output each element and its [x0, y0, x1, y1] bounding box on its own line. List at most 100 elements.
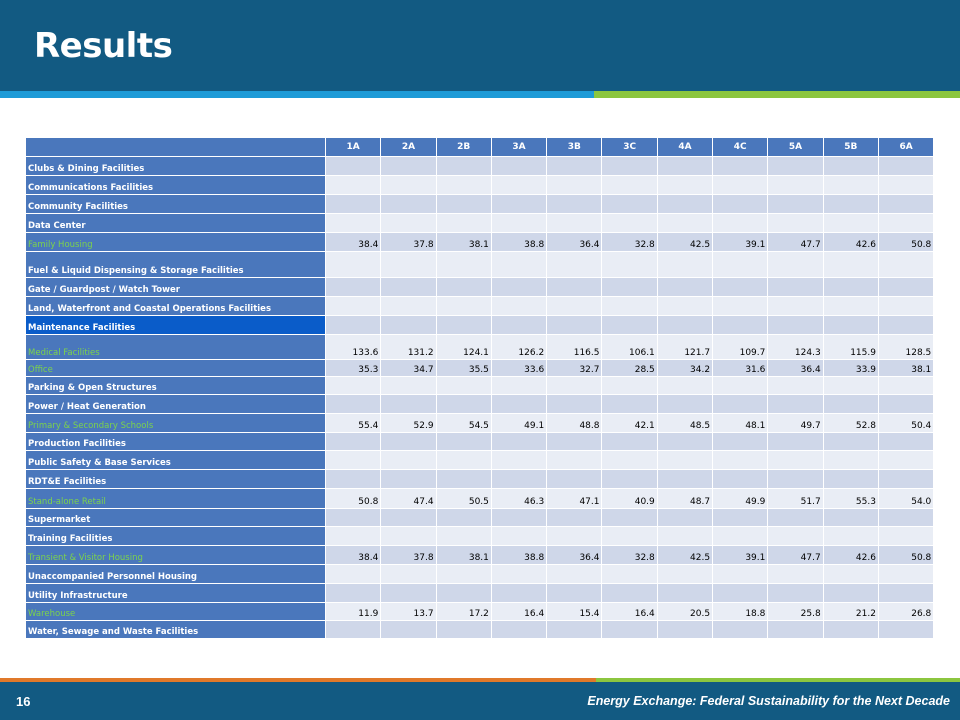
- table-cell: [324, 469, 382, 489]
- table-cell: [324, 175, 382, 195]
- table-row: Fuel & Liquid Dispensing & Storage Facil…: [25, 251, 935, 278]
- column-header: 3A: [490, 137, 548, 157]
- row-label: Clubs & Dining Facilities: [25, 156, 326, 176]
- table-cell: [380, 251, 437, 278]
- table-cell: 11.9: [324, 602, 382, 621]
- row-label: Medical Facilities: [25, 334, 326, 360]
- table-cell: [656, 469, 714, 489]
- table-cell: [877, 213, 935, 233]
- table-corner-cell: [25, 137, 326, 157]
- table-cell: [490, 469, 548, 489]
- table-cell: [767, 315, 824, 335]
- table-cell: [601, 508, 658, 527]
- table-cell: [324, 296, 382, 316]
- table-row: Parking & Open Structures: [25, 376, 935, 395]
- table-cell: [324, 620, 382, 639]
- table-cell: [324, 450, 382, 470]
- table-cell: [767, 432, 824, 451]
- table-cell: [601, 450, 658, 470]
- row-label: Utility Infrastructure: [25, 583, 326, 603]
- row-label: Unaccompanied Personnel Housing: [25, 564, 326, 584]
- table-cell: [877, 251, 935, 278]
- table-cell: [435, 194, 492, 214]
- table-cell: [435, 469, 492, 489]
- table-cell: [490, 432, 548, 451]
- table-row: Office 35.3 34.7 35.5 33.6 32.7 28.5 34.2 31.6 36…: [25, 359, 935, 377]
- table-cell: [877, 394, 935, 414]
- table-cell: 38.4: [324, 545, 382, 565]
- table-cell: [546, 526, 603, 546]
- column-header: 1A: [324, 137, 382, 157]
- table-cell: [435, 526, 492, 546]
- table-cell: 133.6: [324, 334, 382, 360]
- table-cell: [490, 175, 548, 195]
- table-cell: [877, 469, 935, 489]
- table-cell: 32.8: [601, 545, 658, 565]
- table-cell: [435, 296, 492, 316]
- table-cell: 48.5: [656, 413, 714, 433]
- table-cell: [490, 508, 548, 527]
- table-cell: 50.8: [324, 488, 382, 509]
- table-cell: 47.7: [767, 232, 824, 252]
- table-cell: [324, 394, 382, 414]
- table-cell: [601, 175, 658, 195]
- table-cell: 50.8: [877, 232, 935, 252]
- table-cell: [435, 583, 492, 603]
- table-cell: [822, 620, 879, 639]
- table-cell: [712, 450, 769, 470]
- table-cell: [877, 194, 935, 214]
- table-cell: [435, 508, 492, 527]
- table-row: Gate / Guardpost / Watch Tower: [25, 277, 935, 297]
- table-cell: [822, 432, 879, 451]
- table-cell: [490, 376, 548, 395]
- table-cell: [822, 564, 879, 584]
- table-cell: 49.9: [712, 488, 769, 509]
- table-cell: 50.5: [435, 488, 492, 509]
- table-cell: 35.5: [435, 359, 492, 377]
- table-cell: [877, 296, 935, 316]
- table-cell: [380, 450, 437, 470]
- table-cell: [822, 156, 879, 176]
- table-cell: 42.6: [822, 232, 879, 252]
- table-row: Medical Facilities 133.6 131.2 124.1 126.2 11…: [25, 334, 935, 360]
- row-label: Training Facilities: [25, 526, 326, 546]
- table-cell: [712, 194, 769, 214]
- table-cell: 16.4: [490, 602, 548, 621]
- table-cell: [380, 175, 437, 195]
- table-cell: [546, 315, 603, 335]
- table-cell: [877, 564, 935, 584]
- table-cell: [380, 156, 437, 176]
- table-cell: [656, 620, 714, 639]
- table-cell: 37.8: [380, 232, 437, 252]
- table-cell: [767, 394, 824, 414]
- table-cell: [601, 315, 658, 335]
- row-label: Public Safety & Base Services: [25, 450, 326, 470]
- table-cell: [712, 175, 769, 195]
- table-cell: [877, 450, 935, 470]
- table-cell: [380, 564, 437, 584]
- table-cell: [601, 156, 658, 176]
- table-cell: [712, 508, 769, 527]
- table-cell: 124.1: [435, 334, 492, 360]
- table-cell: [435, 277, 492, 297]
- table-cell: 116.5: [546, 334, 603, 360]
- table-cell: [712, 376, 769, 395]
- table-cell: [822, 450, 879, 470]
- column-header: 5A: [767, 137, 824, 157]
- row-label: Parking & Open Structures: [25, 376, 326, 395]
- column-header: 5B: [822, 137, 879, 157]
- column-header: 3B: [546, 137, 603, 157]
- table-cell: [877, 156, 935, 176]
- table-cell: [712, 394, 769, 414]
- table-row: Communications Facilities: [25, 175, 935, 195]
- table-cell: [656, 564, 714, 584]
- table-cell: [380, 296, 437, 316]
- table-cell: [601, 469, 658, 489]
- table-row: Stand-alone Retail 50.8 47.4 50.5 46.3 47.1 40…: [25, 488, 935, 509]
- table-cell: [546, 508, 603, 527]
- table-cell: [435, 376, 492, 395]
- table-cell: 52.8: [822, 413, 879, 433]
- table-cell: 40.9: [601, 488, 658, 509]
- table-cell: [656, 175, 714, 195]
- table-cell: 39.1: [712, 545, 769, 565]
